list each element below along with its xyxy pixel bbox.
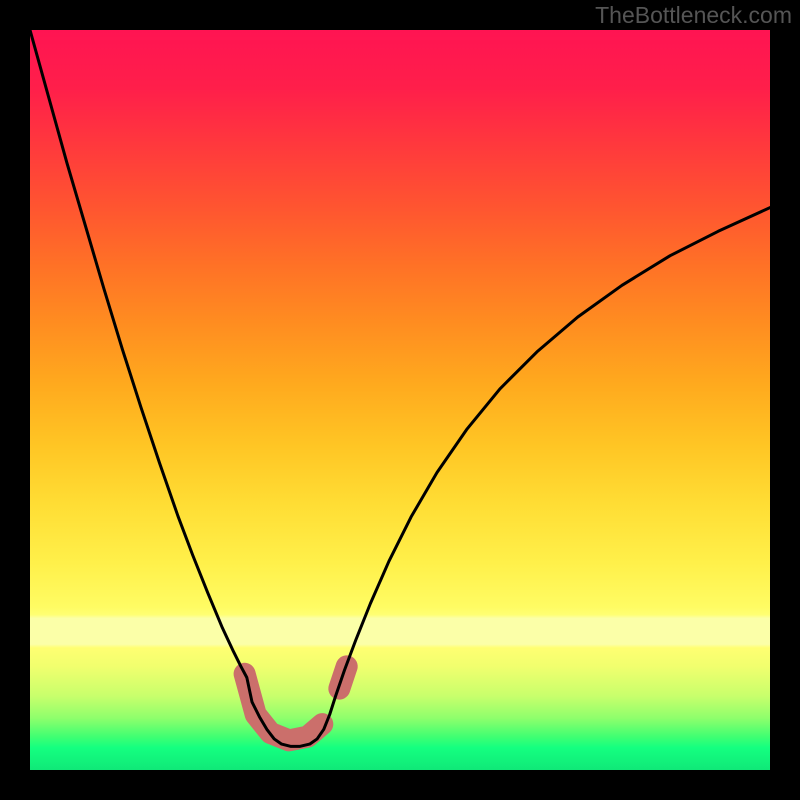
- bottleneck-curve-chart: [30, 30, 770, 770]
- chart-container: TheBottleneck.com: [0, 0, 800, 800]
- watermark-text: TheBottleneck.com: [595, 2, 792, 29]
- gradient-background: [30, 30, 770, 770]
- plot-area: [30, 30, 770, 770]
